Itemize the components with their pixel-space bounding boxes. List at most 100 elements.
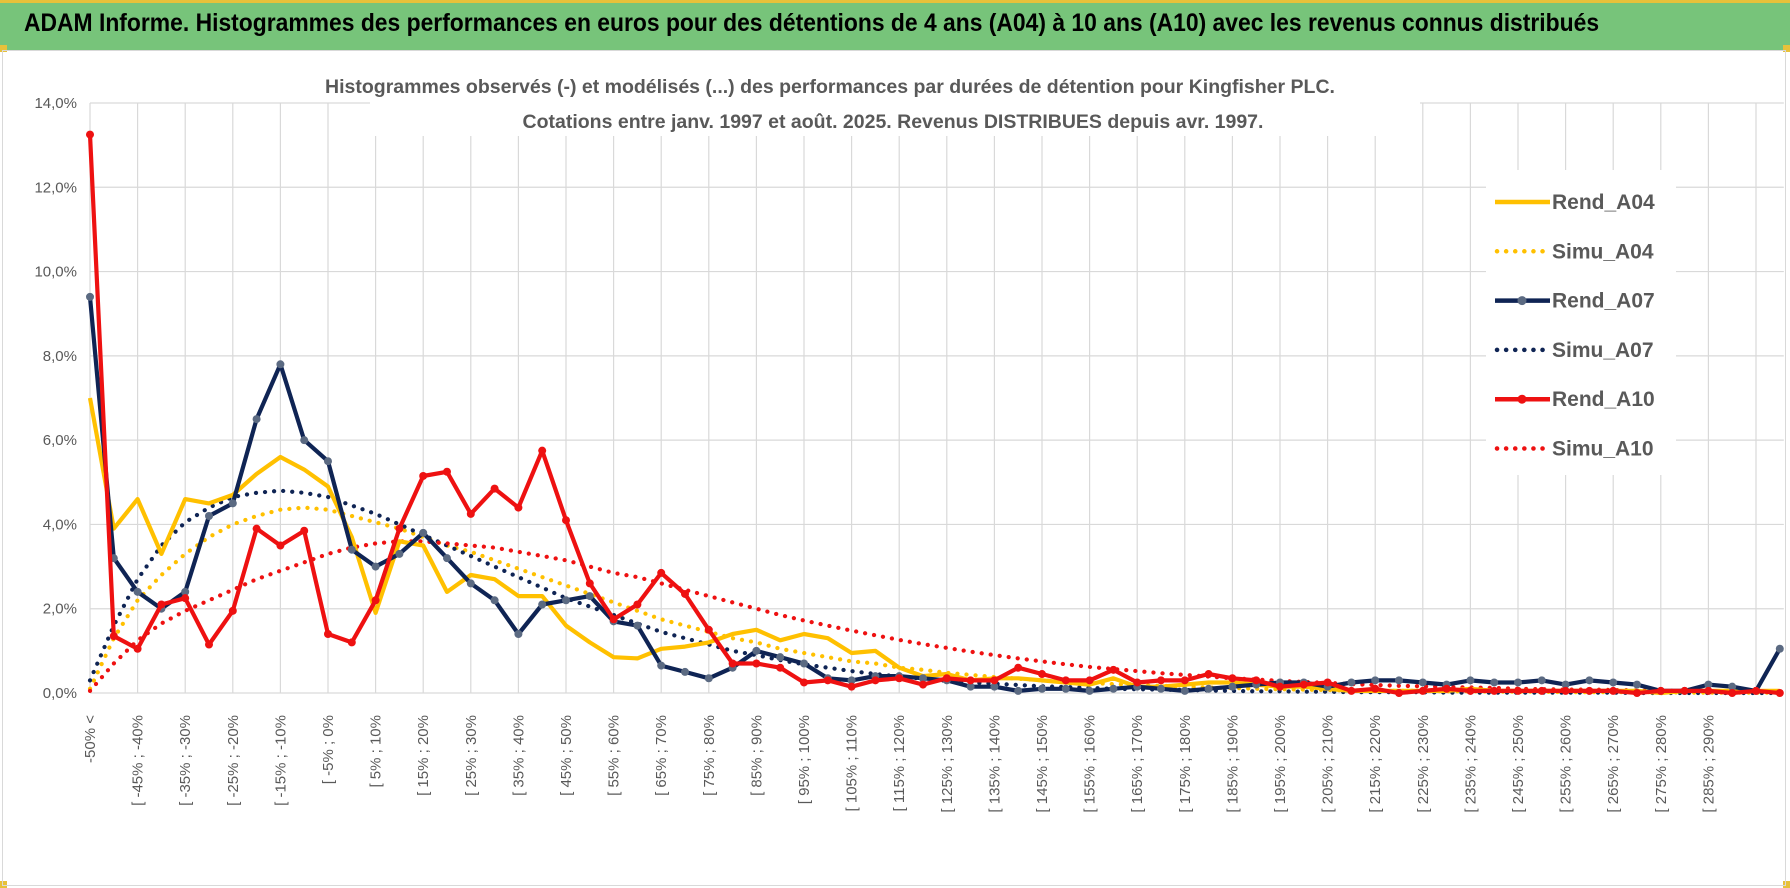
data-point xyxy=(181,594,190,603)
x-tick-label: [ 65% ; 70% xyxy=(653,715,670,796)
data-point xyxy=(1228,674,1237,683)
data-point xyxy=(1418,678,1427,687)
x-tick-label: [ 115% ; 120% xyxy=(891,715,908,811)
report-title: ADAM Informe. Histogrammes des performan… xyxy=(24,9,1600,37)
data-point xyxy=(966,676,975,685)
chart-frame xyxy=(2,50,1786,886)
data-point xyxy=(990,676,999,685)
data-point xyxy=(1180,676,1189,685)
data-point xyxy=(205,512,213,520)
x-tick-label: [ 175% ; 180% xyxy=(1177,715,1194,813)
data-point xyxy=(1490,686,1499,695)
data-point xyxy=(800,659,808,668)
data-point xyxy=(633,600,642,609)
data-point xyxy=(228,499,237,508)
data-point xyxy=(1109,684,1118,693)
legend-item: Simu_A07 xyxy=(1494,339,1654,362)
x-tick-label: [ 145% ; 150% xyxy=(1034,715,1051,813)
data-point xyxy=(276,541,285,550)
data-point xyxy=(966,682,975,691)
data-point xyxy=(1704,680,1713,689)
data-point xyxy=(942,674,951,683)
data-point xyxy=(1061,684,1070,693)
data-point xyxy=(181,587,190,596)
chart-series xyxy=(86,130,1784,697)
x-tick-label: [ 95% ; 100% xyxy=(796,715,813,804)
legend-background xyxy=(1486,170,1676,475)
data-point xyxy=(1561,686,1570,695)
data-point xyxy=(1704,686,1713,695)
data-point xyxy=(1609,678,1618,687)
x-axis-ticks: -50% < [ -45% ; -40% [ -35% ; -30% [ -25% ;… xyxy=(82,715,1717,813)
data-point xyxy=(395,524,404,533)
data-point xyxy=(419,528,428,537)
data-point xyxy=(1490,678,1499,687)
data-point xyxy=(1180,686,1189,695)
legend-label: Simu_A04 xyxy=(1552,240,1654,263)
data-point xyxy=(1680,686,1689,695)
series-line xyxy=(87,539,1782,694)
legend-item: Simu_A10 xyxy=(1494,438,1654,461)
legend-label: Rend_A04 xyxy=(1552,191,1655,214)
data-point xyxy=(919,674,927,683)
data-point xyxy=(1371,676,1380,685)
data-point xyxy=(1633,680,1641,689)
data-point xyxy=(86,292,94,301)
data-point xyxy=(1442,684,1451,693)
data-point xyxy=(514,630,523,638)
data-point xyxy=(443,554,451,563)
data-point xyxy=(347,545,356,554)
data-point xyxy=(681,589,689,598)
x-tick-label: [ 15% ; 20% xyxy=(415,715,432,796)
data-point xyxy=(371,562,380,571)
data-point xyxy=(1561,680,1570,689)
chart-title-background xyxy=(370,70,1420,136)
data-point xyxy=(205,640,213,649)
legend-label: Simu_A10 xyxy=(1552,438,1654,461)
x-tick-label: [ 275% ; 280% xyxy=(1653,715,1670,813)
data-point xyxy=(490,596,499,605)
corner-accent xyxy=(1783,881,1790,888)
data-point xyxy=(1038,670,1046,679)
data-point xyxy=(585,592,594,601)
data-point xyxy=(1323,678,1332,687)
y-axis-ticks: 0,0% 2,0% 4,0% 6,0% 8,0% 10,0% 12,0% 14,0% xyxy=(34,95,77,702)
data-point xyxy=(657,568,666,577)
data-point xyxy=(276,360,285,369)
data-point xyxy=(1395,676,1403,685)
x-tick-label: [ -35% ; -30% xyxy=(177,715,194,806)
x-tick-label: [ 25% ; 30% xyxy=(463,715,480,796)
data-point xyxy=(895,674,904,683)
data-point xyxy=(1728,689,1737,697)
chart-title-line-1: Histogrammes observés (-) et modélisés (… xyxy=(325,76,1335,98)
x-tick-label: [ -5% ; 0% xyxy=(320,715,337,784)
data-point xyxy=(847,676,856,685)
data-point xyxy=(728,659,737,668)
data-point xyxy=(514,503,523,512)
data-point xyxy=(324,457,332,466)
legend-marker xyxy=(1517,296,1527,306)
data-point xyxy=(776,653,785,662)
data-point xyxy=(871,676,880,685)
x-tick-label: [ 165% ; 170% xyxy=(1129,715,1146,813)
x-tick-label: [ 235% ; 240% xyxy=(1462,715,1479,813)
data-point xyxy=(252,415,261,424)
data-point xyxy=(1038,684,1046,693)
data-point xyxy=(371,596,380,605)
x-tick-label: -50% < xyxy=(82,715,99,763)
data-point xyxy=(1609,686,1618,695)
data-point xyxy=(1204,670,1213,679)
series-simu-a04 xyxy=(87,505,1782,695)
legend-label: Simu_A07 xyxy=(1552,339,1654,362)
x-tick-label: [ 85% ; 90% xyxy=(748,715,765,796)
data-point xyxy=(1085,686,1094,695)
data-point xyxy=(466,509,475,518)
y-tick-label: 14,0% xyxy=(34,95,77,112)
data-point xyxy=(609,615,618,624)
data-point xyxy=(776,663,785,672)
data-point xyxy=(466,579,475,588)
data-point xyxy=(823,676,832,685)
x-tick-label: [ 5% ; 10% xyxy=(368,715,385,788)
y-tick-label: 4,0% xyxy=(43,516,77,533)
